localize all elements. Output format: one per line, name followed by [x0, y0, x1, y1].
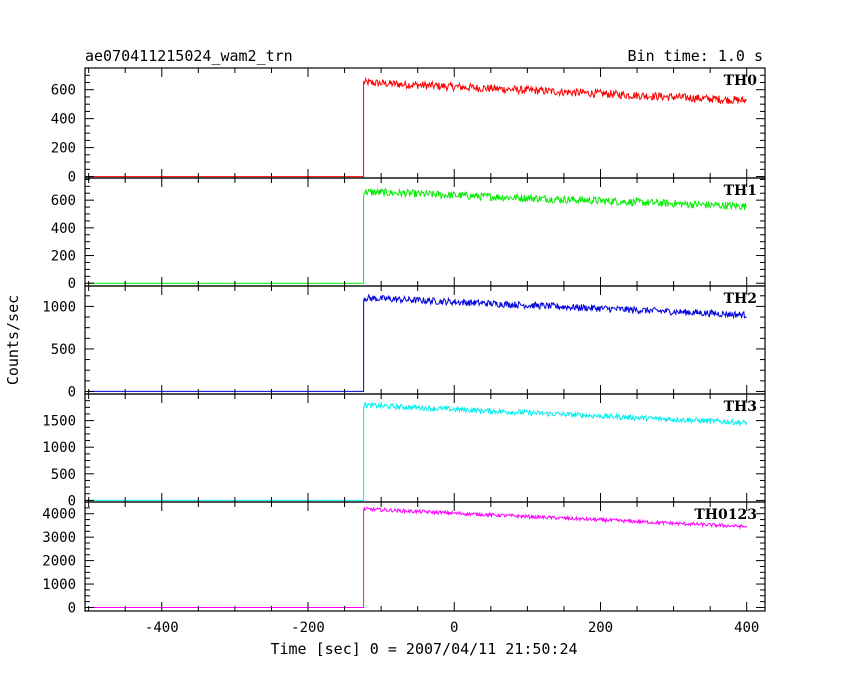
- x-axis-title: Time [sec] 0 = 2007/04/11 21:50:24: [270, 640, 577, 658]
- y-tick-label: 400: [51, 112, 76, 128]
- y-tick-label: 2000: [42, 554, 76, 570]
- panel-th0123: 0 1000 2000 3000 4000 TH0123: [42, 501, 766, 616]
- panel-th1: 0 200 400 600 TH1: [51, 177, 766, 292]
- y-tick-label: 0: [68, 276, 76, 292]
- bin-time-label: Bin time: 1.0 s: [628, 47, 763, 65]
- panel-label-th0: TH0: [724, 73, 758, 89]
- x-tick-label: 200: [588, 620, 613, 636]
- y-tick-label: 200: [51, 141, 76, 157]
- panel-frame: [84, 501, 766, 612]
- y-tick-label: 0: [68, 493, 76, 509]
- y-tick-label: 0: [68, 170, 76, 186]
- x-tick-label: 0: [450, 620, 458, 636]
- series-line-th2: [88, 293, 747, 392]
- panel-label-th1: TH1: [724, 183, 757, 199]
- y-tick-label: 1000: [42, 299, 76, 315]
- y-tick-label: 0: [68, 600, 76, 616]
- panel-label-th3: TH3: [724, 399, 757, 415]
- y-tick-label: 4000: [42, 507, 76, 523]
- series-line-th3: [88, 401, 748, 501]
- series-line-th0: [88, 76, 747, 178]
- panel-label-th0123: TH0123: [694, 507, 757, 523]
- series-line-th0123: [88, 506, 748, 608]
- y-tick-label: 600: [51, 193, 76, 209]
- panels-group: 0 200 400 600 TH0 0 200 400 600 TH1 0 500 1000 TH2 0 50…: [42, 67, 766, 636]
- y-tick-label: 1500: [42, 414, 76, 430]
- panel-th0: 0 200 400 600 TH0: [51, 67, 766, 186]
- y-tick-label: 500: [51, 467, 76, 483]
- x-tick-label: -400: [145, 620, 179, 636]
- series-line-th1: [88, 187, 747, 284]
- y-tick-label: 3000: [42, 530, 76, 546]
- y-tick-label: 1000: [42, 577, 76, 593]
- panel-frame: [84, 393, 766, 503]
- y-tick-label: 600: [51, 83, 76, 99]
- x-tick-label: 400: [734, 620, 759, 636]
- y-axis-title: Counts/sec: [4, 295, 22, 385]
- panel-th3: 0 500 1000 1500 TH3: [42, 393, 766, 509]
- y-tick-label: 200: [51, 249, 76, 265]
- panel-th2: 0 500 1000 TH2: [42, 285, 766, 400]
- y-tick-label: 400: [51, 221, 76, 237]
- y-tick-label: 0: [68, 384, 76, 400]
- panel-frame: [84, 67, 766, 179]
- y-tick-label: 1000: [42, 440, 76, 456]
- panel-label-th2: TH2: [724, 291, 757, 307]
- x-tick-label: -200: [291, 620, 325, 636]
- chart-title: ae070411215024_wam2_trn: [85, 47, 293, 65]
- y-tick-label: 500: [51, 342, 76, 358]
